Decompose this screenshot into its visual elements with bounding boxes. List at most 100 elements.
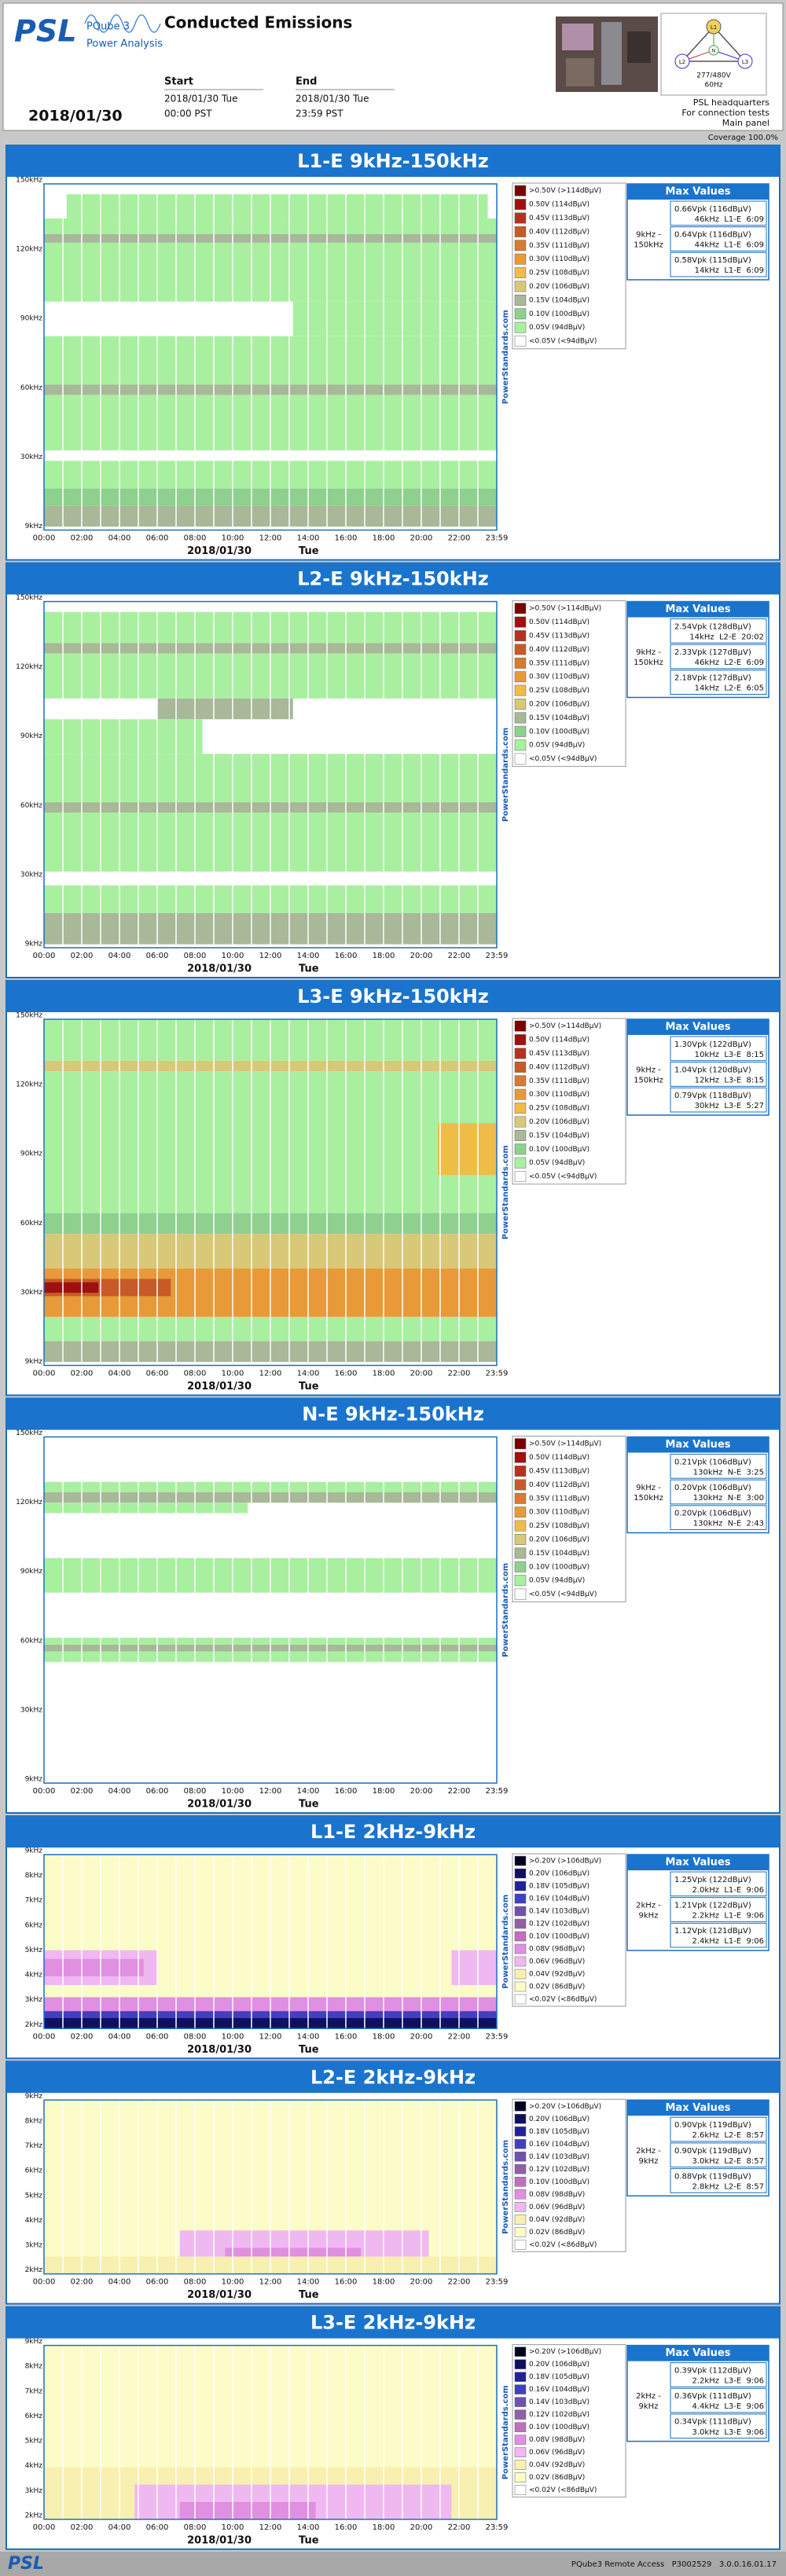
start-label: Start: [164, 76, 193, 88]
legend-label: >0.20V (>106dBμV): [529, 2348, 601, 2356]
x-tick-label: 10:00: [222, 1370, 244, 1378]
max-value: 0.79Vpk (118dBμV): [674, 1092, 751, 1100]
x-tick-label: 16:00: [335, 1370, 358, 1378]
y-tick-label: 150kHz: [16, 594, 42, 602]
y-tick-label: 7kHz: [25, 1897, 43, 1905]
legend-swatch: [514, 2139, 527, 2149]
x-tick-label: 20:00: [410, 952, 433, 960]
x-tick-label: 00:00: [33, 2523, 56, 2532]
x-tick-label: 18:00: [373, 2278, 395, 2287]
max-row: [670, 1505, 767, 1531]
legend-label: 0.50V (114dBμV): [529, 618, 590, 626]
end-label: End: [296, 76, 317, 88]
legend-label: 0.20V (106dBμV): [529, 1536, 590, 1544]
x-tick-label: 00:00: [33, 952, 56, 960]
x-tick-label: 00:00: [33, 1787, 56, 1796]
header: PSL PQube 3 Power Analysis Conducted Emi…: [2, 2, 784, 131]
max-value: 1.04Vpk (120dBμV): [674, 1066, 751, 1074]
phase-label: L3: [742, 59, 748, 65]
x-tick-label: 12:00: [259, 2523, 282, 2532]
spectrum-panel: L2-E 2kHz-9kHz 9kHz 8kHz 7kHz 6kHz 5kHz 4kHz 3k…: [6, 2060, 780, 2305]
y-tick-label: 6kHz: [25, 2167, 43, 2175]
y-tick-label: 120kHz: [16, 663, 42, 671]
max-row: [670, 1871, 767, 1897]
x-tick-label: 23:59: [486, 2032, 509, 2041]
x-tick-label: 02:00: [71, 1370, 94, 1378]
y-tick-label: 9kHz: [25, 941, 43, 949]
axis-day: Tue: [299, 2044, 319, 2056]
legend-label: 0.50V (114dBμV): [529, 201, 590, 209]
x-tick-label: 22:00: [448, 534, 471, 543]
max-row: [670, 200, 767, 226]
plot-frame: [43, 2099, 498, 2275]
max-band: 9kHz -: [636, 1066, 661, 1075]
legend-swatch: [514, 1893, 527, 1904]
max-band: 9kHz -: [636, 648, 661, 657]
plot-frame: [43, 1018, 498, 1367]
start-time: 00:00 PST: [164, 108, 212, 119]
legend-swatch: [514, 2384, 527, 2394]
connection-diagram: L1 L2 L3 N 277/480V 60Hz: [660, 13, 767, 96]
legend-swatch: [514, 2152, 527, 2162]
y-tick-label: 9kHz: [25, 1776, 43, 1784]
y-tick-label: 5kHz: [25, 2438, 43, 2446]
max-row: [670, 1062, 767, 1087]
legend-label: 0.08V (98dBμV): [529, 1946, 585, 1954]
y-tick-label: 9kHz: [25, 1358, 43, 1366]
max-title-bar: [627, 1019, 769, 1035]
x-tick-label: 23:59: [486, 1787, 509, 1796]
x-tick-label: 10:00: [222, 2523, 244, 2532]
spectrum-texture: [292, 301, 497, 336]
x-tick-label: 02:00: [71, 2523, 94, 2532]
y-tick-label: 9kHz: [25, 2093, 43, 2101]
end-time: 23:59 PST: [296, 108, 343, 119]
x-tick-label: 23:59: [486, 2278, 509, 2287]
logo: PSL: [14, 14, 76, 49]
max-band: 150kHz: [634, 659, 663, 667]
axis-date: 2018/01/30: [187, 1799, 252, 1811]
max-value: 0.88Vpk (119dBμV): [674, 2172, 751, 2181]
y-tick-label: 6kHz: [25, 1921, 43, 1929]
x-tick-label: 16:00: [335, 2278, 358, 2287]
photo-part: [566, 58, 594, 86]
site-line: For connection tests: [681, 108, 769, 118]
site-photo: [556, 17, 658, 92]
max-band: 2kHz -: [636, 2392, 661, 2401]
y-tick-label: 3kHz: [25, 1996, 43, 2004]
max-value: 0.90Vpk (119dBμV): [674, 2121, 751, 2130]
x-tick-label: 22:00: [448, 952, 471, 960]
x-tick-label: 20:00: [410, 2523, 433, 2532]
spectrum-texture: [44, 1503, 248, 1514]
y-tick-label: 60kHz: [20, 1220, 42, 1227]
legend-swatch: [514, 1061, 527, 1073]
legend-label: >0.50V (>114dBμV): [529, 1022, 601, 1030]
neutral-node: [708, 45, 719, 56]
x-tick-label: 06:00: [146, 2278, 169, 2287]
watermark: PowerStandards.com: [501, 2140, 510, 2234]
x-tick-label: 06:00: [146, 1787, 169, 1796]
x-tick-label: 08:00: [184, 534, 207, 543]
legend-label: 0.10V (100dBμV): [529, 1563, 590, 1571]
legend-label: 0.15V (104dBμV): [529, 1550, 590, 1558]
spectrum-panel: L2-E 9kHz-150kHz 150kHz 120kHz 90kHz 60kHz 30…: [6, 562, 780, 978]
legend-swatch: [514, 1438, 527, 1450]
legend-swatch: [514, 253, 527, 265]
max-value: 1.30Vpk (122dBμV): [674, 1040, 751, 1049]
y-tick-label: 6kHz: [25, 2413, 43, 2420]
y-tick-label: 5kHz: [25, 2192, 43, 2200]
x-tick-label: 12:00: [259, 952, 282, 960]
max-row: [670, 670, 767, 695]
x-tick-label: 18:00: [373, 952, 395, 960]
max-detail: 130kHz N-E 3:25: [693, 1468, 764, 1477]
max-detail: 14kHz L2-E 20:02: [689, 633, 764, 641]
phase-label: L2: [679, 59, 685, 65]
x-tick-label: 04:00: [108, 1370, 131, 1378]
max-band: 150kHz: [634, 1077, 663, 1085]
legend-label: 0.12V (102dBμV): [529, 2411, 590, 2419]
legend-swatch: [514, 1547, 527, 1559]
max-value: 2.18Vpk (127dBμV): [674, 674, 751, 683]
max-detail: 2.0kHz L1-E 9:06: [692, 1886, 765, 1895]
x-tick-label: 18:00: [373, 1370, 395, 1378]
legend-label: 0.40V (112dBμV): [529, 646, 590, 654]
axis-date: 2018/01/30: [187, 963, 252, 975]
